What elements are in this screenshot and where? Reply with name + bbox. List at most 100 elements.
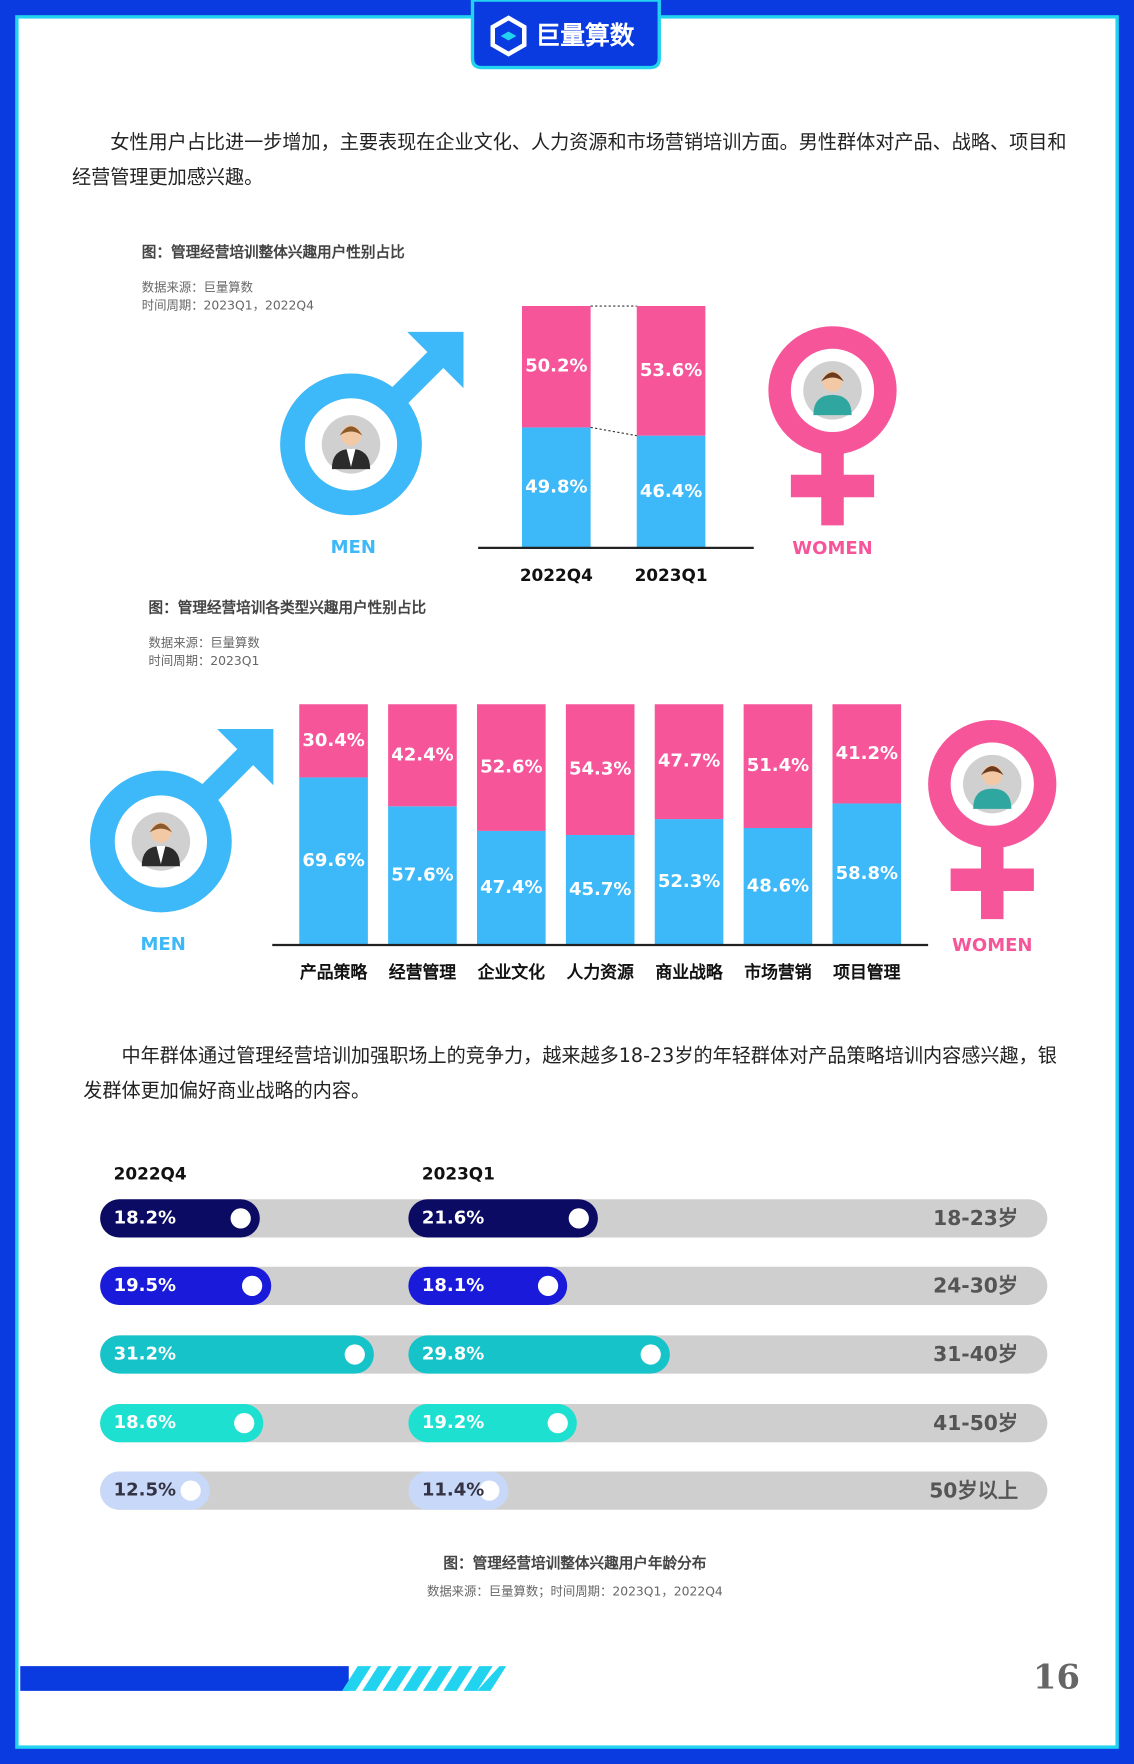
bar-knob [241, 1275, 263, 1296]
chart-period: 时间周期：2023Q1 [149, 654, 260, 668]
value-label: 46.4% [640, 481, 702, 502]
chart-title: 图：管理经营培训各类型兴趣用户性别占比 [149, 599, 427, 617]
paragraph: 中年群体通过管理经营培训加强职场上的竞争力，越来越多18-23岁的年轻群体对产品… [83, 1045, 1057, 1103]
avatar-shirt [346, 448, 356, 467]
bar-segment [565, 704, 635, 835]
logo-icon [490, 15, 527, 57]
bar-segment [388, 704, 457, 807]
footer-bar [20, 1666, 349, 1691]
track [100, 1471, 1048, 1510]
chart-source: 数据来源：巨量算数 [142, 280, 253, 295]
group-label: 2022Q4 [114, 1164, 187, 1184]
bar-knob [568, 1208, 589, 1229]
bar-segment [299, 777, 368, 945]
x-tick-label: 项目管理 [833, 962, 901, 982]
value-label: 58.8% [836, 863, 898, 884]
value-label: 30.4% [302, 730, 364, 751]
bar [408, 1266, 568, 1305]
value-label: 47.7% [658, 751, 720, 772]
bar-segment [743, 827, 813, 945]
bar-knob [230, 1208, 251, 1229]
value-label: 31.2% [114, 1344, 176, 1365]
bar-segment [636, 306, 706, 436]
bar-knob [537, 1275, 559, 1296]
legend-men: MEN [140, 934, 185, 955]
avatar-hair [821, 372, 844, 382]
logo-text: 巨量算数 [536, 21, 635, 50]
value-label: 19.5% [114, 1275, 176, 1296]
male-arrowhead [217, 729, 274, 786]
bar-segment [477, 704, 546, 831]
value-label: 50.2% [525, 356, 587, 377]
bar [408, 1471, 509, 1510]
male-symbol [280, 373, 422, 516]
value-label: 11.4% [422, 1480, 484, 1501]
bar-segment [388, 806, 457, 945]
value-label: 41.2% [836, 743, 898, 764]
bar-segment [522, 306, 591, 428]
value-label: 52.3% [658, 871, 720, 892]
bar-segment [654, 704, 724, 820]
value-label: 21.6% [422, 1207, 484, 1228]
bar-segment [743, 704, 813, 828]
value-label: 51.4% [747, 755, 809, 776]
value-label: 12.5% [114, 1480, 176, 1501]
x-tick-label: 人力资源 [566, 962, 634, 982]
avatar-hair [149, 823, 173, 833]
connector [590, 426, 637, 437]
female-symbol [768, 326, 897, 455]
bar-knob [547, 1413, 568, 1434]
bar-segment [565, 834, 635, 945]
value-label: 18.6% [114, 1412, 176, 1433]
avatar-body [813, 394, 852, 416]
avatar-hair [339, 426, 363, 436]
bar [100, 1335, 374, 1374]
avatar-body [973, 788, 1012, 809]
bar-knob [180, 1480, 201, 1501]
bar-knob [234, 1413, 255, 1434]
category-label: 50岁以上 [929, 1478, 1018, 1502]
bar [100, 1266, 272, 1305]
x-tick-label: 企业文化 [477, 962, 546, 982]
bar [100, 1199, 260, 1238]
bar-knob [344, 1344, 365, 1365]
male-arrowhead [407, 331, 464, 389]
x-tick-label: 市场营销 [744, 962, 812, 982]
bar-segment [832, 704, 902, 804]
footer-stripes [342, 1666, 507, 1691]
value-label: 47.4% [480, 877, 542, 898]
header-tab [470, 0, 661, 70]
category-label: 41-50岁 [933, 1411, 1018, 1435]
value-label: 48.6% [747, 875, 809, 896]
value-label: 69.6% [302, 850, 364, 871]
category-label: 18-23岁 [933, 1206, 1018, 1230]
value-label: 18.2% [114, 1207, 176, 1228]
bar-knob [640, 1344, 661, 1365]
bar [408, 1404, 577, 1443]
value-label: 42.4% [391, 744, 453, 765]
bar [100, 1404, 264, 1443]
female-cross [790, 474, 875, 498]
male-symbol [90, 770, 232, 913]
legend-men: MEN [331, 537, 376, 558]
bar-segment [522, 427, 591, 548]
x-tick-label: 产品策略 [300, 962, 369, 982]
x-tick-label: 商业战略 [655, 962, 724, 982]
chart-source: 数据来源：巨量算数 [149, 635, 260, 650]
x-tick-label: 经营管理 [389, 962, 457, 982]
bar [408, 1199, 598, 1238]
chart-title: 图：管理经营培训整体兴趣用户年龄分布 [443, 1554, 706, 1572]
bar [100, 1471, 210, 1510]
x-tick-label: 2022Q4 [520, 565, 593, 585]
legend-women: WOMEN [952, 935, 1032, 956]
bar-segment [654, 819, 724, 945]
value-label: 54.3% [569, 759, 631, 780]
value-label: 18.1% [422, 1275, 484, 1296]
bar-knob [479, 1480, 500, 1501]
group-label: 2023Q1 [422, 1164, 495, 1184]
value-label: 19.2% [422, 1412, 484, 1433]
bar-segment [299, 704, 368, 778]
